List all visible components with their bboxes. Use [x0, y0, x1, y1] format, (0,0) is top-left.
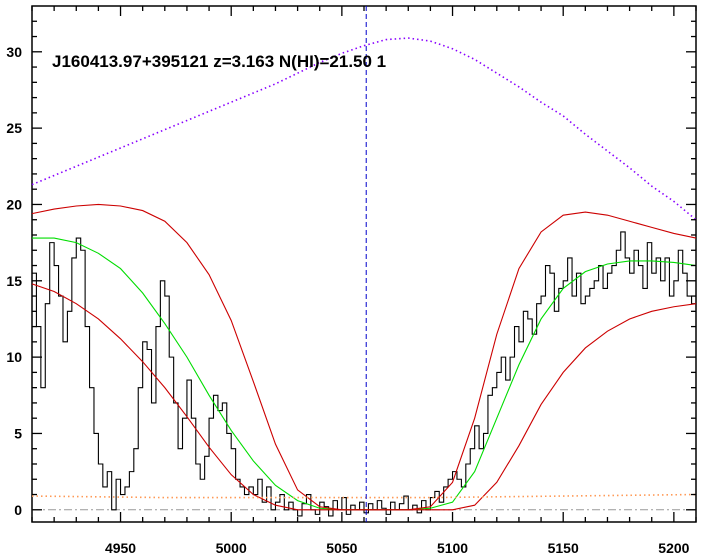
x-tick-label: 4950 — [105, 540, 136, 556]
series-line-2 — [32, 237, 697, 511]
x-tick-label: 5000 — [216, 540, 247, 556]
x-tick-label: 5150 — [548, 540, 579, 556]
x-tick-label: 5100 — [437, 540, 468, 556]
series-line-1 — [32, 231, 696, 517]
y-tick-label: 10 — [6, 349, 22, 365]
series-line-4 — [31, 283, 697, 511]
series-line-3 — [31, 203, 697, 511]
series-line-5 — [31, 37, 697, 221]
x-tick-label: 5200 — [658, 540, 689, 556]
y-tick-label: 5 — [14, 425, 22, 441]
plot-frame — [31, 5, 697, 523]
y-tick-label: 25 — [6, 120, 22, 136]
chart-title: J160413.97+395121 z=3.163 N(HI)=21.50 1 — [52, 52, 386, 71]
y-tick-label: 0 — [14, 502, 22, 518]
y-tick-label: 30 — [6, 44, 22, 60]
y-tick-label: 20 — [6, 196, 22, 212]
series-layer — [31, 6, 697, 522]
x-tick-label: 5050 — [326, 540, 357, 556]
ticks-layer: 4950 5000 5050 5100 5150 5200 0 5 10 15 20 25 30 — [6, 6, 697, 556]
series-line-6 — [31, 493, 697, 499]
y-tick-label: 15 — [6, 273, 22, 289]
